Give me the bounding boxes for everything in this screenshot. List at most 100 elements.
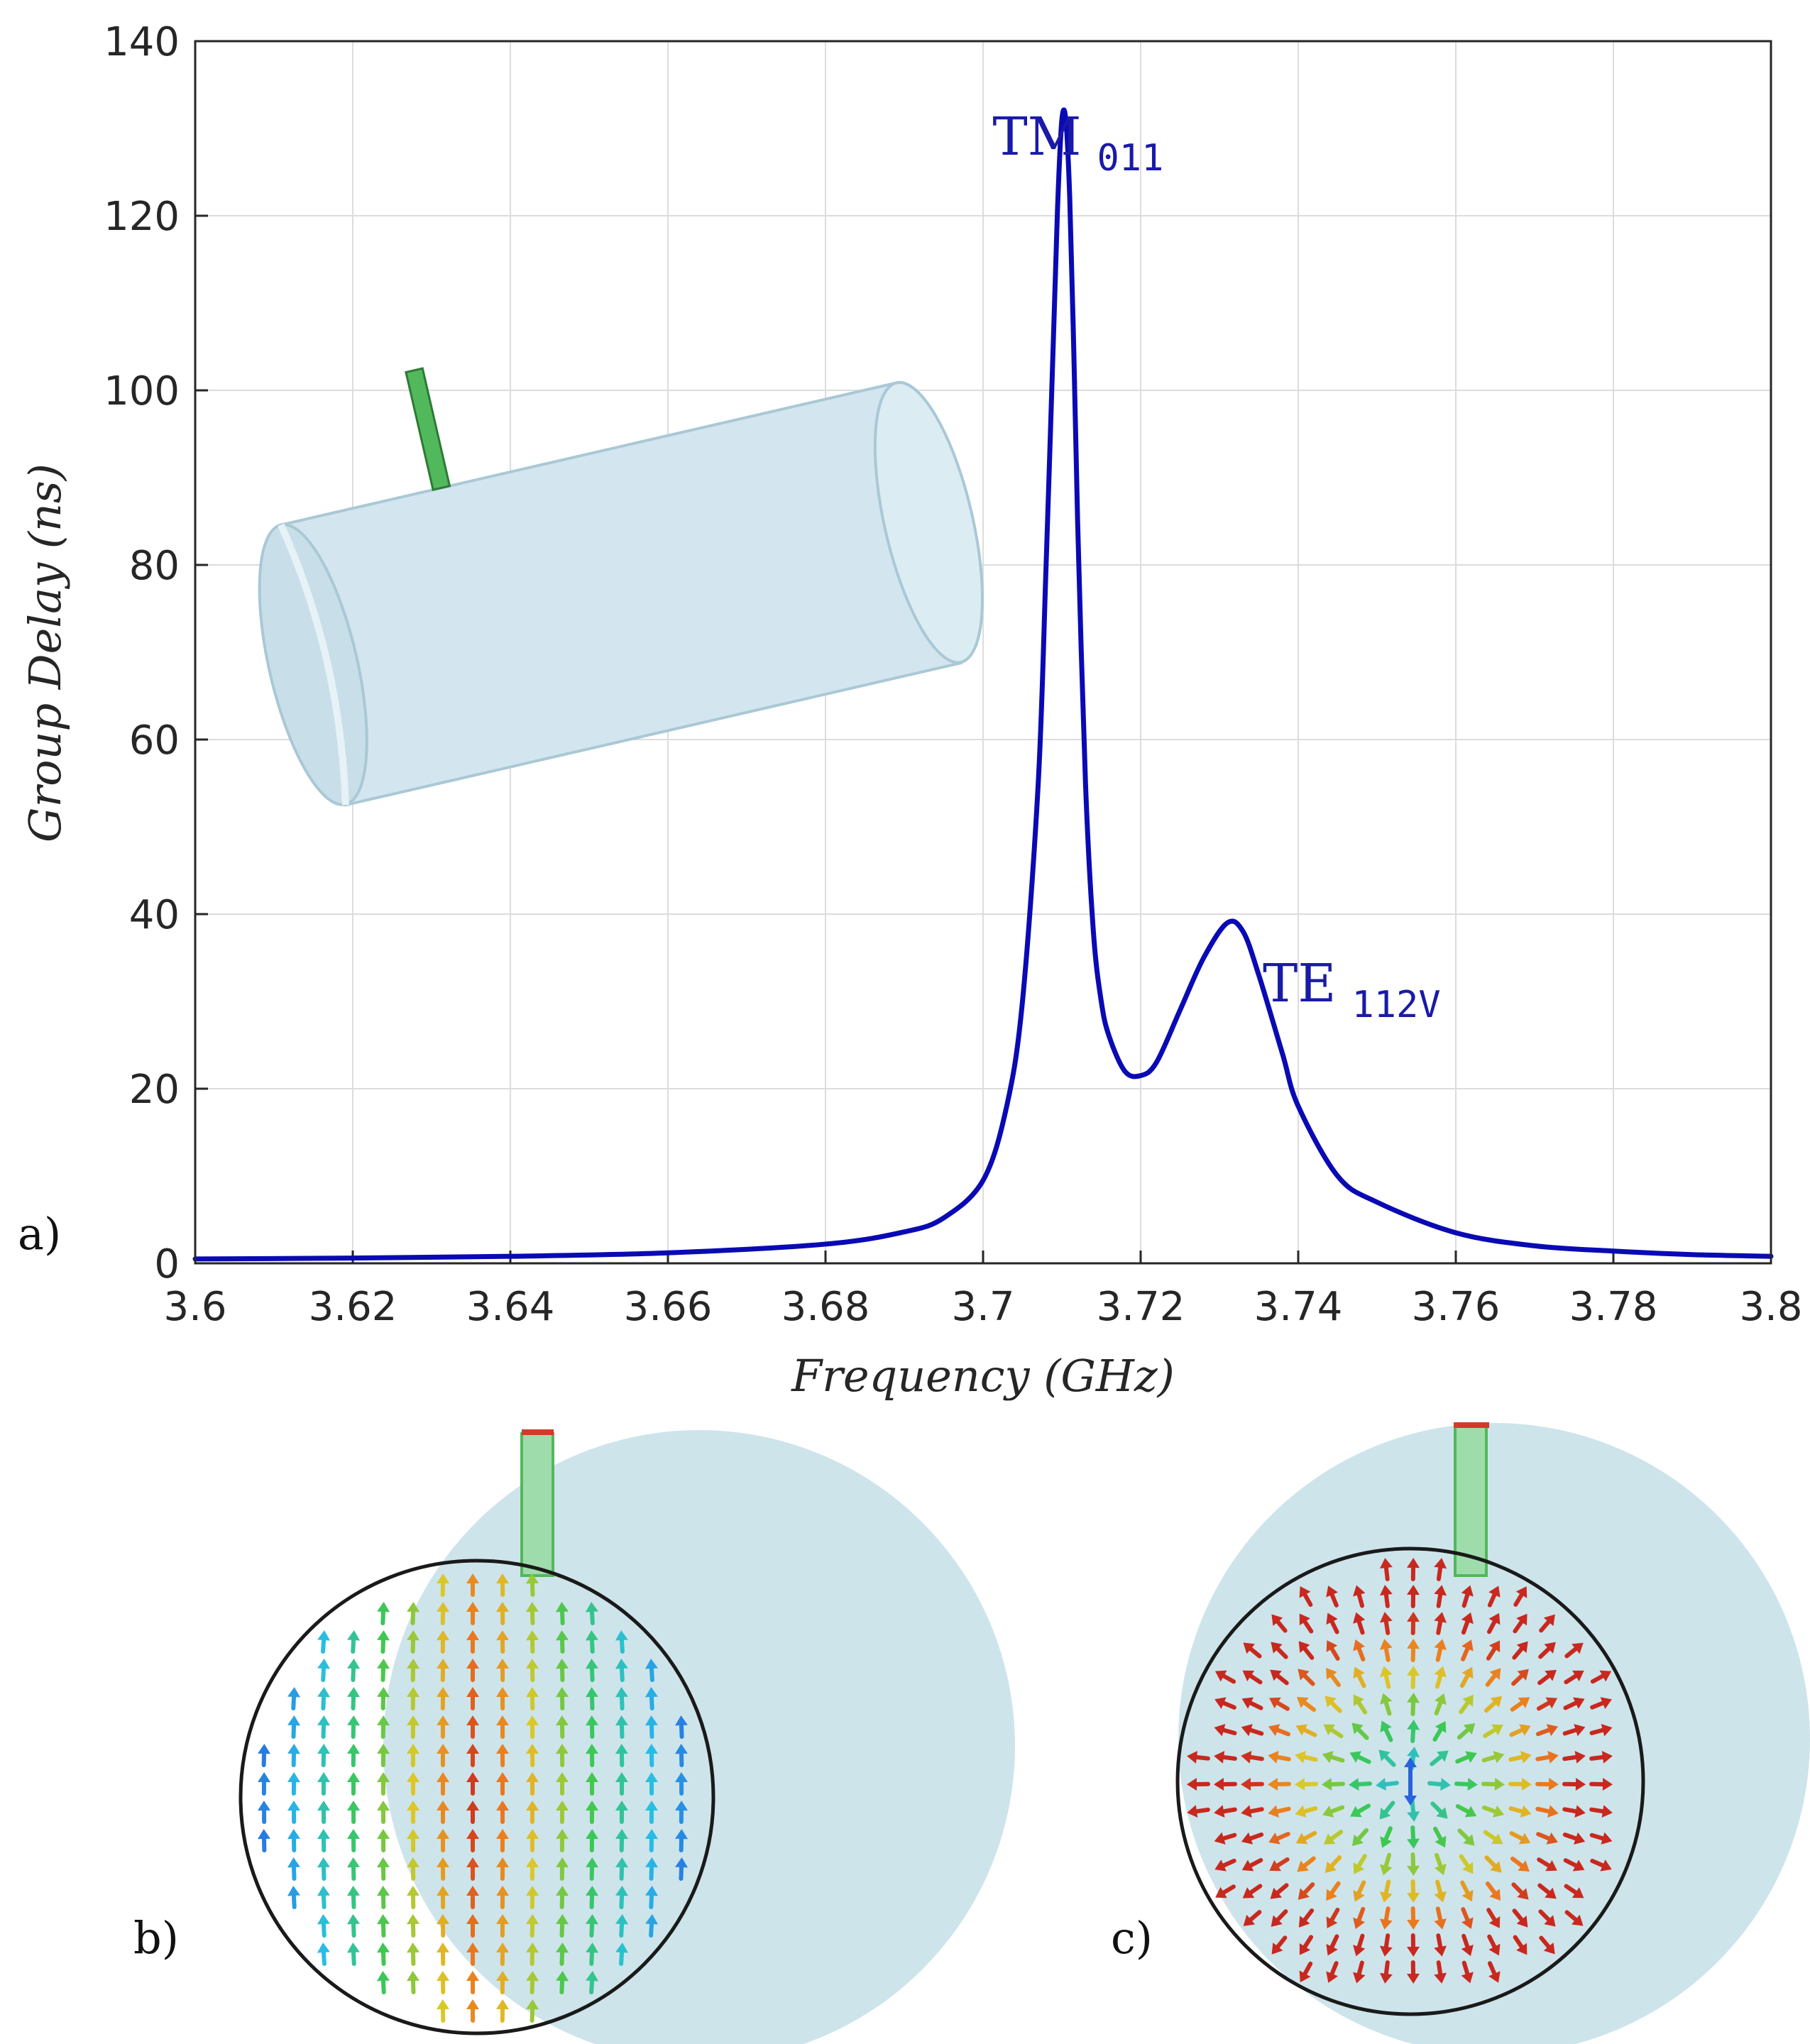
field-pattern-c: c) (1111, 1422, 1810, 2044)
field-arrow (525, 1659, 539, 1682)
field-arrow (347, 1744, 361, 1767)
field-arrow (437, 1715, 450, 1739)
field-arrow (1187, 1750, 1210, 1764)
field-arrow (645, 1886, 659, 1909)
field-arrow (376, 1971, 390, 1994)
field-arrow (496, 1971, 510, 1994)
field-arrow (526, 1914, 539, 1938)
field-arrow (1241, 1778, 1264, 1791)
field-arrow (1298, 1641, 1315, 1660)
field-arrow (346, 1914, 360, 1938)
field-arrow (377, 1630, 390, 1654)
field-arrow (495, 1630, 509, 1654)
field-arrow (1512, 1908, 1528, 1928)
field-arrow (1353, 1906, 1366, 1930)
field-arrow (287, 1857, 300, 1881)
field-arrow (466, 1829, 479, 1852)
x-tick-label: 3.7 (951, 1284, 1014, 1330)
annotation-te-label: TE (1263, 953, 1336, 1014)
field-arrow (466, 1801, 479, 1824)
field-arrow (1407, 1693, 1420, 1716)
field-arrow (1322, 1778, 1345, 1791)
field-arrow (287, 1772, 301, 1796)
field-arrow (1268, 1724, 1290, 1737)
field-arrow (556, 1886, 569, 1909)
field-arrow (495, 1602, 509, 1625)
field-arrow (1434, 1960, 1447, 1984)
field-arrow (1323, 1830, 1344, 1845)
field-arrow (437, 1602, 450, 1625)
field-arrow (317, 1687, 331, 1710)
field-arrow (466, 1602, 480, 1625)
field-arrow (317, 1630, 331, 1654)
field-arrow (1434, 1666, 1447, 1689)
field-arrow (407, 1630, 420, 1654)
field-arrow (257, 1801, 270, 1824)
field-arrow (1434, 1879, 1447, 1903)
x-tick-label: 3.64 (466, 1284, 555, 1330)
panel-label-c: c) (1111, 1912, 1153, 1964)
field-arrow (496, 1801, 510, 1824)
x-tick-label: 3.66 (624, 1284, 713, 1330)
field-arrow (1214, 1858, 1236, 1872)
field-arrow (1376, 1778, 1399, 1791)
field-arrow (287, 1687, 301, 1710)
field-arrow (1459, 1694, 1474, 1715)
field-arrow (376, 1801, 390, 1824)
y-tick-label: 120 (104, 194, 180, 240)
field-arrow (1296, 1697, 1317, 1712)
field-arrow (1536, 1832, 1558, 1845)
field-arrow (1455, 1751, 1477, 1764)
field-arrow (1268, 1832, 1290, 1845)
field-arrow (1564, 1670, 1584, 1685)
field-arrow (675, 1857, 689, 1881)
field-arrow (1242, 1884, 1263, 1899)
y-tick-labels: 0 20 40 60 80 100 120 140 (104, 19, 180, 1287)
field-arrow (1299, 1613, 1314, 1634)
field-arrow (526, 1971, 539, 1994)
field-arrow (1459, 1854, 1474, 1874)
field-arrow (1564, 1884, 1584, 1899)
field-arrow (1241, 1750, 1264, 1764)
field-arrow (555, 1744, 569, 1767)
field-arrow (556, 1914, 569, 1938)
y-tick-label: 40 (129, 892, 180, 938)
field-arrow (407, 1744, 420, 1767)
field-arrow (1509, 1724, 1531, 1737)
annotation-tm-label: TM (992, 106, 1081, 167)
field-pattern-b: b) (133, 1429, 1015, 2044)
field-arrow (317, 1943, 330, 1966)
field-arrow (466, 1971, 479, 1994)
field-arrow (1513, 1935, 1527, 1955)
field-arrow (1379, 1933, 1393, 1957)
field-arrow (1535, 1724, 1559, 1737)
field-arrow (1351, 1722, 1369, 1740)
field-arrow (555, 1630, 569, 1654)
field-arrow (1508, 1805, 1532, 1818)
field-arrow (1271, 1614, 1288, 1633)
field-arrow (645, 1687, 658, 1710)
field-arrow (406, 1943, 419, 1966)
field-arrow (1298, 1669, 1315, 1686)
field-arrow (1454, 1778, 1478, 1791)
field-arrow (1461, 1933, 1474, 1957)
field-arrow (1535, 1805, 1559, 1818)
field-arrow (1380, 1826, 1393, 1848)
field-arrow (615, 1914, 629, 1938)
field-arrow (377, 1772, 390, 1796)
field-arrow (495, 1744, 509, 1767)
field-arrow (526, 1801, 539, 1824)
field-arrow (1430, 1801, 1448, 1819)
field-arrow (406, 1829, 419, 1852)
field-arrow (674, 1772, 688, 1796)
field-arrow (1270, 1883, 1289, 1899)
field-arrow (495, 1687, 509, 1710)
field-arrow (1564, 1642, 1584, 1659)
field-arrow (1509, 1831, 1531, 1845)
field-arrow (1324, 1696, 1342, 1713)
panel-label-b: b) (133, 1912, 179, 1964)
field-arrow (1484, 1855, 1502, 1873)
probe (405, 367, 451, 491)
field-arrow (346, 1829, 360, 1852)
field-arrow (1350, 1803, 1371, 1818)
